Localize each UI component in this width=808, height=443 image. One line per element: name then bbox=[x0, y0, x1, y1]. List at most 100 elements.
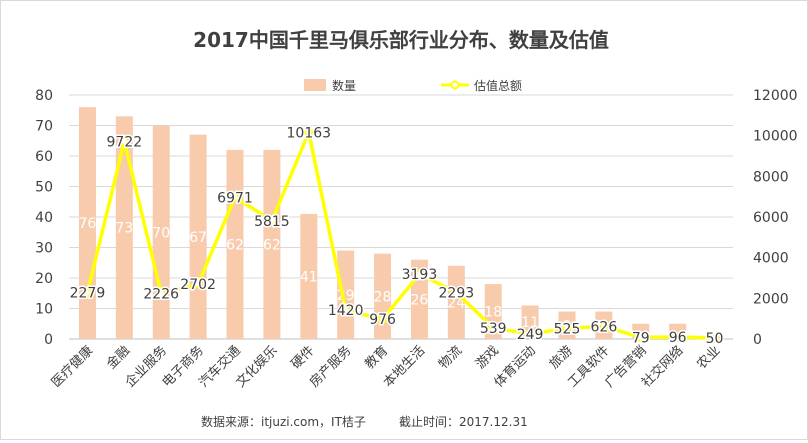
bar-label: 29 bbox=[337, 288, 355, 304]
x-tick-label: 体育运动 bbox=[491, 343, 539, 391]
footer-date: 截止时间：2017.12.31 bbox=[399, 415, 528, 429]
gridlines bbox=[69, 94, 733, 309]
line-label: 1420 bbox=[328, 303, 364, 319]
left-tick-label: 50 bbox=[35, 180, 53, 196]
line-label: 2226 bbox=[143, 287, 179, 303]
bar-label: 62 bbox=[263, 237, 281, 253]
right-tick-label: 4000 bbox=[753, 251, 789, 267]
x-tick-label: 社交网络 bbox=[638, 343, 686, 391]
line-point bbox=[636, 332, 646, 342]
line-label: 2702 bbox=[180, 277, 216, 293]
line-label: 5815 bbox=[254, 214, 290, 230]
line-point bbox=[156, 289, 166, 299]
left-tick-label: 40 bbox=[35, 210, 53, 226]
footer-source: 数据来源：itjuzi.com，IT桔子 bbox=[201, 414, 366, 429]
bar bbox=[300, 213, 318, 339]
left-tick-label: 10 bbox=[35, 302, 53, 318]
line-label: 249 bbox=[517, 327, 544, 343]
legend-swatch-bar bbox=[304, 79, 326, 91]
left-tick-label: 60 bbox=[35, 149, 53, 165]
line-label: 525 bbox=[554, 321, 581, 337]
legend: 数量 估值总额 bbox=[304, 78, 522, 93]
line-label: 626 bbox=[591, 319, 618, 335]
legend-label-valuation: 估值总额 bbox=[474, 78, 522, 93]
bar-label: 70 bbox=[152, 225, 170, 241]
x-tick-label: 农业 bbox=[694, 343, 723, 372]
line-label: 10163 bbox=[287, 125, 332, 141]
line-label: 539 bbox=[480, 321, 507, 337]
bar bbox=[115, 116, 133, 339]
right-tick-label: 6000 bbox=[753, 210, 789, 226]
bar bbox=[521, 305, 539, 339]
chart-title: 2017中国千里马俱乐部行业分布、数量及估值 bbox=[193, 28, 609, 52]
left-tick-label: 80 bbox=[35, 88, 53, 104]
x-tick-label: 旅游 bbox=[547, 343, 576, 372]
line-point bbox=[193, 279, 203, 289]
x-tick-label: 硬件 bbox=[289, 343, 318, 372]
x-tick-label: 本地生活 bbox=[381, 343, 428, 390]
bar-label: 73 bbox=[115, 221, 133, 237]
bar bbox=[447, 265, 465, 339]
x-tick-label: 物流 bbox=[436, 343, 465, 372]
bar-label: 24 bbox=[447, 295, 465, 311]
x-tick-label: 医疗健康 bbox=[48, 343, 96, 391]
bar-label: 67 bbox=[189, 230, 207, 246]
right-tick-label: 12000 bbox=[753, 88, 798, 104]
bar bbox=[152, 125, 170, 339]
line-point bbox=[451, 287, 461, 297]
line-point bbox=[488, 323, 498, 333]
line-point bbox=[82, 288, 92, 298]
line-series bbox=[82, 127, 720, 343]
x-tick-label: 金融 bbox=[103, 343, 133, 373]
line-point bbox=[673, 332, 683, 342]
right-tick-label: 10000 bbox=[753, 129, 798, 145]
line-label: 9722 bbox=[107, 134, 143, 150]
line-label: 6971 bbox=[217, 190, 253, 206]
line-label: 79 bbox=[632, 330, 650, 346]
x-tick-label: 教育 bbox=[362, 343, 392, 373]
left-tick-label: 0 bbox=[44, 332, 53, 348]
line-point bbox=[414, 269, 424, 279]
line-point bbox=[230, 192, 240, 202]
right-tick-label: 0 bbox=[753, 332, 762, 348]
left-axis-ticks: 0 10 20 30 40 50 60 70 80 bbox=[35, 88, 53, 348]
bar bbox=[337, 250, 355, 339]
bar-label: 41 bbox=[300, 269, 318, 285]
bar-label: 26 bbox=[411, 292, 429, 308]
right-axis-ticks: 0 2000 4000 6000 8000 10000 12000 bbox=[753, 88, 798, 348]
x-tick-label: 房产服务 bbox=[306, 343, 354, 391]
bar-label: 11 bbox=[521, 315, 539, 331]
line-label: 50 bbox=[706, 331, 724, 347]
bar-label: 62 bbox=[226, 237, 244, 253]
line-point bbox=[525, 329, 535, 339]
bar bbox=[263, 149, 281, 339]
bar-series bbox=[78, 107, 724, 339]
x-tick-label: 文化娱乐 bbox=[233, 343, 280, 390]
bar-label: 76 bbox=[79, 216, 97, 232]
bar-label: 28 bbox=[374, 289, 392, 305]
line-label: 96 bbox=[669, 330, 687, 346]
left-tick-label: 20 bbox=[35, 271, 53, 287]
line-point bbox=[378, 314, 388, 324]
left-tick-label: 30 bbox=[35, 241, 53, 257]
line-label: 2293 bbox=[439, 285, 475, 301]
line-point bbox=[341, 305, 351, 315]
line-point bbox=[119, 136, 129, 146]
line-point bbox=[562, 323, 572, 333]
line-label: 3193 bbox=[402, 267, 438, 283]
line-point bbox=[710, 333, 720, 343]
bar bbox=[669, 323, 687, 339]
line-point bbox=[304, 127, 314, 137]
line-point bbox=[267, 216, 277, 226]
left-tick-label: 70 bbox=[35, 119, 53, 135]
line-label: 976 bbox=[369, 312, 396, 328]
right-tick-label: 8000 bbox=[753, 169, 789, 185]
line-point bbox=[599, 321, 609, 331]
bar-label: 18 bbox=[484, 305, 502, 321]
legend-label-count: 数量 bbox=[332, 78, 356, 93]
right-tick-label: 2000 bbox=[753, 291, 789, 307]
